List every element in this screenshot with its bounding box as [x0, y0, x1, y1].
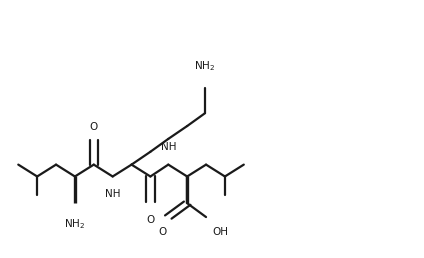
Text: NH$_2$: NH$_2$	[64, 217, 86, 231]
Text: OH: OH	[212, 227, 228, 237]
Text: O: O	[146, 215, 154, 225]
Text: O: O	[89, 122, 98, 132]
Text: NH$_2$: NH$_2$	[195, 59, 216, 72]
Text: NH: NH	[105, 189, 120, 199]
Text: NH: NH	[161, 142, 176, 152]
Text: O: O	[158, 227, 167, 237]
